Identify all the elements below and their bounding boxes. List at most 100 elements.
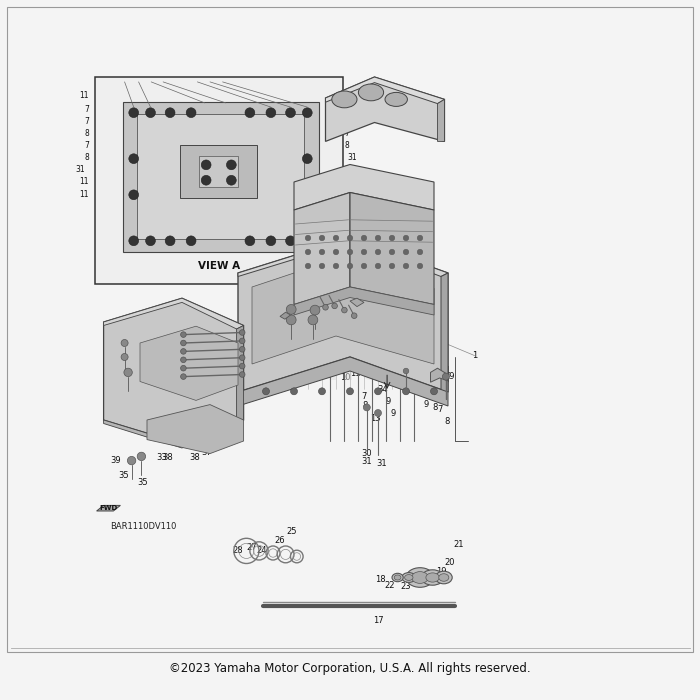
Polygon shape — [280, 312, 290, 319]
Text: 9: 9 — [385, 397, 391, 405]
Text: VIEW A: VIEW A — [197, 261, 240, 271]
Text: 7: 7 — [84, 118, 89, 126]
Polygon shape — [147, 405, 244, 454]
Text: 31: 31 — [210, 273, 220, 281]
Text: A: A — [384, 377, 391, 386]
Circle shape — [310, 305, 320, 315]
Text: 31: 31 — [361, 458, 372, 466]
Text: 15: 15 — [279, 315, 290, 323]
Text: 31: 31 — [76, 165, 85, 174]
Text: 33: 33 — [109, 390, 120, 398]
Text: 8: 8 — [84, 130, 89, 138]
Circle shape — [202, 160, 211, 170]
Circle shape — [290, 388, 298, 395]
Text: ©2023 Yamaha Motor Corporation, U.S.A. All rights reserved.: ©2023 Yamaha Motor Corporation, U.S.A. A… — [169, 662, 531, 675]
Polygon shape — [350, 298, 364, 307]
Text: 7: 7 — [84, 141, 89, 150]
Circle shape — [342, 307, 347, 313]
Text: VENTURE: VENTURE — [270, 356, 430, 386]
Circle shape — [239, 363, 245, 369]
Text: 11: 11 — [193, 77, 202, 85]
Text: 2: 2 — [400, 312, 406, 321]
Circle shape — [186, 108, 196, 118]
Circle shape — [286, 304, 296, 314]
Text: 10: 10 — [134, 77, 143, 85]
Circle shape — [181, 365, 186, 371]
Polygon shape — [104, 298, 244, 444]
Text: 7: 7 — [361, 392, 367, 400]
Text: 32: 32 — [174, 363, 185, 371]
Circle shape — [286, 236, 295, 246]
Circle shape — [347, 235, 353, 241]
Text: 13: 13 — [218, 77, 228, 85]
Text: 29: 29 — [444, 372, 455, 381]
Circle shape — [202, 176, 211, 185]
Polygon shape — [441, 273, 448, 392]
Circle shape — [347, 263, 353, 269]
Ellipse shape — [394, 575, 401, 580]
Text: 10: 10 — [440, 376, 449, 384]
Circle shape — [375, 235, 381, 241]
Circle shape — [347, 249, 353, 255]
Circle shape — [389, 249, 395, 255]
Text: 18: 18 — [374, 575, 386, 584]
Text: 6: 6 — [429, 331, 435, 340]
Polygon shape — [252, 259, 434, 364]
Text: 28: 28 — [232, 547, 244, 555]
Circle shape — [319, 249, 325, 255]
Text: 8: 8 — [167, 273, 171, 281]
Circle shape — [227, 176, 237, 185]
Circle shape — [146, 108, 155, 118]
Text: 30: 30 — [361, 449, 372, 458]
Text: 3: 3 — [391, 306, 397, 314]
Polygon shape — [237, 326, 244, 420]
Circle shape — [305, 249, 311, 255]
Circle shape — [239, 372, 245, 377]
Text: 7: 7 — [428, 393, 434, 402]
Polygon shape — [238, 238, 448, 276]
Circle shape — [137, 452, 146, 461]
Circle shape — [361, 249, 367, 255]
Circle shape — [186, 236, 196, 246]
Circle shape — [146, 236, 155, 246]
Ellipse shape — [405, 575, 413, 580]
Text: 2: 2 — [288, 319, 293, 328]
Text: 11: 11 — [344, 165, 354, 174]
Text: 19: 19 — [435, 568, 447, 576]
Circle shape — [346, 388, 354, 395]
Circle shape — [375, 249, 381, 255]
Text: 35: 35 — [118, 471, 130, 480]
Polygon shape — [122, 102, 318, 252]
Circle shape — [239, 355, 245, 360]
Circle shape — [417, 263, 423, 269]
Text: 8: 8 — [198, 273, 202, 281]
Text: 20: 20 — [445, 559, 456, 567]
Circle shape — [389, 235, 395, 241]
Text: 6: 6 — [294, 321, 300, 330]
Text: 8: 8 — [344, 141, 349, 150]
Circle shape — [318, 388, 326, 395]
Polygon shape — [140, 326, 238, 400]
Text: 12: 12 — [343, 362, 353, 370]
Circle shape — [181, 340, 186, 346]
Circle shape — [402, 388, 409, 395]
Text: 5: 5 — [417, 249, 423, 258]
Text: 26: 26 — [274, 536, 286, 545]
Text: 33: 33 — [202, 416, 213, 424]
Circle shape — [442, 373, 449, 380]
Ellipse shape — [439, 574, 449, 581]
Circle shape — [403, 235, 409, 241]
Text: 11: 11 — [79, 190, 89, 199]
Circle shape — [333, 249, 339, 255]
Text: 17: 17 — [372, 616, 384, 624]
Text: 16: 16 — [314, 295, 326, 304]
Circle shape — [361, 263, 367, 269]
Text: 13: 13 — [370, 414, 381, 423]
Circle shape — [129, 236, 139, 246]
Circle shape — [121, 354, 128, 360]
Text: 25: 25 — [286, 528, 297, 536]
Ellipse shape — [426, 573, 440, 582]
Bar — [94, 77, 343, 284]
Text: 33: 33 — [107, 372, 118, 381]
Text: 24: 24 — [256, 547, 267, 555]
